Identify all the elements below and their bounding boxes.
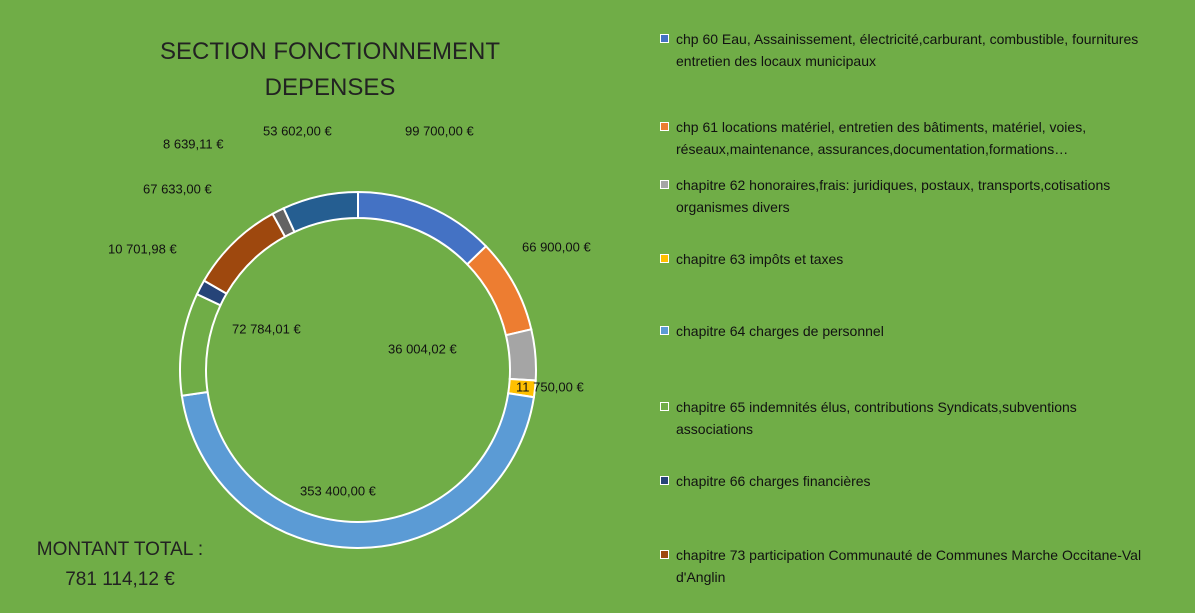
data-label: 11 750,00 €: [516, 379, 584, 394]
total-label: MONTANT TOTAL :: [36, 539, 204, 560]
data-label: 10 701,98 €: [108, 241, 177, 256]
legend-entry: chapitre 65 indemnités élus, contributio…: [660, 396, 1156, 440]
data-label: 99 700,00 €: [405, 123, 474, 138]
data-label: 67 633,00 €: [143, 181, 212, 196]
slice: [357, 190, 488, 266]
legend-label: chapitre 62 honoraires,frais: juridiques…: [676, 177, 1111, 215]
data-label: 72 784,01 €: [232, 321, 301, 336]
legend-entry: chapitre 66 charges financières: [660, 470, 1156, 492]
slice: [179, 292, 222, 397]
legend-label: chapitre 63 impôts et taxes: [676, 251, 844, 267]
legend-swatch: [660, 402, 669, 411]
legend-swatch: [660, 550, 669, 559]
slice: [180, 390, 536, 550]
legend-label: chapitre 73 participation Communauté de …: [676, 547, 1142, 585]
legend-label: chapitre 64 charges de personnel: [676, 323, 884, 339]
data-label: 66 900,00 €: [522, 239, 591, 254]
legend-entry: chp 60 Eau, Assainissement, électricité,…: [660, 28, 1156, 72]
legend-swatch: [660, 180, 669, 189]
legend-label: chp 61 locations matériel, entretien des…: [676, 119, 1087, 157]
data-label: 353 400,00 €: [300, 483, 377, 498]
legend-swatch: [660, 254, 669, 263]
legend-swatch: [660, 34, 669, 43]
slice: [202, 212, 287, 296]
slice: [465, 244, 533, 337]
total-value: 781 114,12 €: [65, 569, 175, 590]
legend-label: chapitre 66 charges financières: [676, 473, 871, 489]
legend-entry: chp 61 locations matériel, entretien des…: [660, 116, 1156, 160]
legend-entry: chapitre 63 impôts et taxes: [660, 248, 1156, 270]
chart-title: SECTION FONCTIONNEMENT DEPENSES: [160, 38, 500, 101]
legend-entry: chapitre 62 honoraires,frais: juridiques…: [660, 174, 1156, 218]
slice: [504, 328, 537, 382]
data-label: 8 639,11 €: [163, 136, 224, 151]
legend-entry: chapitre 73 participation Communauté de …: [660, 544, 1156, 588]
legend-entry: chapitre 64 charges de personnel: [660, 320, 1156, 342]
data-label: 53 602,00 €: [263, 123, 332, 138]
legend-swatch: [660, 122, 669, 131]
legend-label: chp 60 Eau, Assainissement, électricité,…: [676, 31, 1139, 69]
total: MONTANT TOTAL : 781 114,12 €: [20, 535, 220, 595]
data-label: 36 004,02 €: [388, 341, 457, 356]
slice: [282, 190, 359, 234]
legend-swatch: [660, 476, 669, 485]
legend-label: chapitre 65 indemnités élus, contributio…: [676, 399, 1077, 437]
legend-swatch: [660, 326, 669, 335]
